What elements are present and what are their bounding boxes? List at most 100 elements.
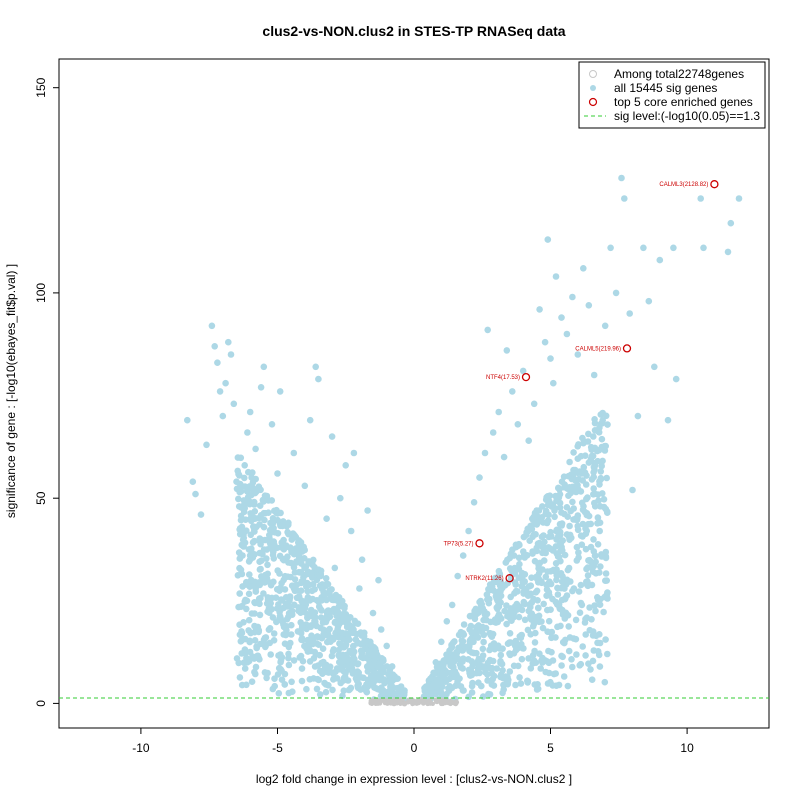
sig-gene-point — [542, 573, 550, 581]
sig-gene-point — [651, 363, 658, 371]
sig-gene-point — [484, 326, 492, 334]
sig-gene-point — [527, 582, 535, 589]
sig-gene-point — [514, 421, 522, 428]
sig-gene-point — [236, 674, 244, 681]
sig-gene-point — [251, 501, 258, 508]
sig-gene-point — [241, 462, 248, 469]
sig-gene-point — [476, 474, 483, 481]
sig-gene-point — [238, 523, 246, 531]
sig-gene-point — [591, 419, 599, 427]
sig-gene-point — [288, 621, 295, 629]
top-gene-marker — [521, 372, 531, 382]
sig-gene-point — [445, 654, 453, 662]
sig-gene-point — [547, 545, 554, 553]
sig-gene-point — [478, 682, 485, 690]
sig-gene-point — [604, 650, 611, 658]
sig-gene-point — [597, 474, 605, 482]
sig-gene-point — [560, 584, 567, 592]
sig-gene-point — [266, 639, 274, 647]
x-tick-label: 10 — [680, 741, 694, 755]
sig-gene-point — [490, 618, 498, 626]
sig-gene-point — [521, 616, 529, 624]
sig-gene-point — [242, 596, 249, 604]
top-gene-marker — [475, 539, 484, 548]
sig-gene-point — [487, 657, 494, 664]
sig-gene-point — [727, 219, 735, 227]
sig-gene-point — [569, 663, 576, 671]
sig-gene-point — [278, 676, 286, 683]
sig-gene-point — [236, 590, 243, 597]
sig-gene-point — [443, 618, 451, 625]
sig-gene-point — [322, 688, 330, 696]
sig-gene-point — [244, 429, 251, 436]
sig-gene-point — [506, 668, 514, 675]
sig-gene-point — [574, 443, 581, 450]
x-tick-label: -5 — [272, 741, 283, 755]
sig-gene-point — [489, 429, 497, 436]
sig-gene-point — [301, 482, 309, 490]
sig-gene-point — [285, 530, 292, 538]
sig-gene-point — [236, 631, 244, 638]
sig-gene-point — [508, 617, 515, 624]
sig-gene-point — [459, 687, 467, 694]
top-gene-label: NTF4(17.53) — [486, 375, 520, 381]
sig-gene-point — [559, 608, 567, 616]
sig-gene-point — [487, 631, 495, 639]
sig-gene-point — [507, 593, 514, 601]
top-gene-label: NTRK2(11.26) — [465, 576, 503, 582]
sig-gene-point — [363, 663, 371, 670]
sig-gene-point — [565, 492, 572, 500]
all-genes-cloud — [368, 696, 460, 707]
sig-gene-point — [478, 600, 486, 608]
sig-gene-point — [323, 515, 330, 522]
sig-gene-point — [307, 569, 315, 577]
sig-gene-point — [275, 690, 283, 697]
sig-gene-point — [443, 677, 450, 684]
sig-gene-point — [306, 416, 314, 424]
sig-gene-point — [563, 330, 571, 338]
sig-gene-point — [590, 371, 598, 379]
sig-gene-point — [561, 551, 569, 559]
sig-gene-point — [532, 589, 540, 596]
nonsig-gene-point — [402, 701, 408, 706]
sig-gene-point — [504, 678, 512, 686]
sig-gene-point — [340, 687, 348, 694]
sig-gene-point — [342, 670, 349, 677]
sig-gene-point — [336, 658, 343, 666]
sig-gene-point — [241, 474, 248, 482]
sig-gene-point — [282, 543, 290, 551]
sig-gene-point — [377, 626, 385, 633]
sig-gene-point — [455, 644, 462, 652]
sig-gene-point — [543, 586, 551, 593]
sig-gene-point — [291, 585, 299, 593]
sig-gene-point — [598, 435, 606, 443]
sig-gene-point — [542, 549, 549, 557]
sig-gene-point — [257, 565, 264, 573]
sig-gene-point — [208, 322, 216, 330]
sig-gene-point — [515, 613, 523, 621]
sig-gene-point — [439, 672, 447, 680]
sig-gene-point — [256, 535, 264, 542]
sig-gene-point — [290, 533, 298, 540]
sig-gene-point — [465, 527, 472, 535]
sig-gene-point — [278, 579, 285, 587]
sig-gene-point — [252, 670, 259, 678]
sig-gene-point — [563, 576, 571, 584]
sig-gene-point — [559, 537, 566, 544]
sig-gene-point — [251, 537, 258, 545]
sig-gene-point — [247, 531, 255, 539]
sig-gene-point — [337, 679, 345, 687]
sig-gene-point — [394, 675, 401, 682]
sig-gene-point — [545, 511, 552, 519]
sig-gene-point — [569, 498, 576, 506]
sig-gene-point — [544, 606, 551, 614]
sig-gene-point — [595, 651, 603, 659]
sig-gene-point — [560, 673, 568, 680]
sig-gene-point — [309, 595, 316, 603]
sig-gene-point — [354, 660, 361, 668]
sig-gene-point — [288, 631, 295, 638]
sig-gene-point — [519, 579, 527, 586]
sig-gene-point — [554, 553, 562, 560]
legend-box — [578, 61, 766, 129]
sig-gene-point — [495, 603, 503, 610]
